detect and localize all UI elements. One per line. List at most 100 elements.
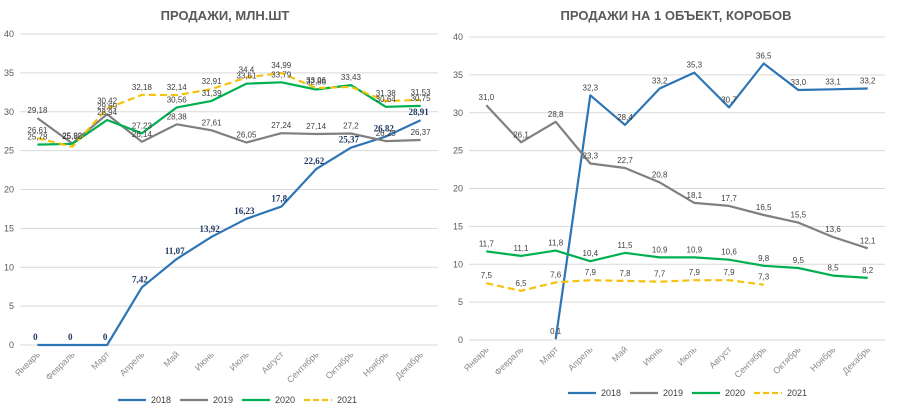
data-label: 27,14: [306, 122, 327, 131]
y-tick-label: 20: [4, 185, 14, 195]
data-label: 32,18: [132, 83, 153, 92]
y-tick-label: 25: [4, 146, 14, 156]
data-label: 16,23: [234, 206, 255, 216]
data-label: 30,42: [97, 96, 118, 105]
data-label: 26,1: [513, 130, 529, 139]
data-label: 13,6: [825, 225, 841, 234]
data-label: 8,5: [827, 264, 839, 273]
x-tick-label: Август: [707, 344, 733, 370]
data-label: 17,8: [271, 194, 287, 204]
x-tick-label: Июнь: [641, 344, 664, 367]
data-label: 33,2: [860, 77, 876, 86]
y-tick-label: 30: [4, 107, 14, 117]
y-tick-label: 20: [453, 184, 463, 194]
y-tick-label: 25: [453, 146, 463, 156]
data-label: 34,4: [239, 66, 255, 75]
data-label: 27,23: [132, 121, 153, 130]
data-label: 27,24: [271, 121, 292, 130]
series-line-2021: [37, 71, 421, 148]
data-label: 32,91: [202, 77, 223, 86]
x-tick-label: Март: [538, 344, 560, 366]
y-tick-label: 10: [453, 259, 463, 269]
data-label: 0: [33, 332, 38, 342]
y-tick-label: 15: [453, 221, 463, 231]
x-tick-label: Июль: [675, 344, 699, 368]
series-line-2019: [36, 113, 421, 145]
data-label: 16,5: [756, 203, 772, 212]
y-tick-label: 5: [9, 301, 14, 311]
data-label: 15,5: [791, 211, 807, 220]
data-label: 30,75: [411, 94, 432, 103]
data-label: 11,8: [548, 239, 564, 248]
x-tick-label: Май: [610, 344, 630, 364]
x-tick-label: Июнь: [193, 349, 216, 372]
data-label: 32,86: [306, 78, 327, 87]
data-label: 7,7: [654, 270, 666, 279]
data-label: 22,7: [617, 156, 633, 165]
x-tick-label: Декабрь: [393, 349, 425, 381]
data-label: 33,1: [825, 77, 841, 86]
data-label: 29,18: [27, 106, 48, 115]
data-label: 10,6: [721, 248, 737, 257]
x-tick-label: Апрель: [118, 349, 147, 378]
data-label: 10,9: [687, 245, 703, 254]
data-label: 26,14: [132, 130, 153, 139]
data-label: 28,94: [97, 108, 118, 117]
legend-label: 2018: [601, 388, 621, 398]
legend-label: 2021: [337, 395, 357, 405]
series-line-2020: [486, 249, 868, 279]
data-label: 8,2: [862, 266, 874, 275]
legend-label: 2020: [275, 395, 295, 405]
data-label: 20,8: [652, 170, 668, 179]
legend-label: 2019: [213, 395, 233, 405]
data-label: 11,1: [514, 244, 530, 253]
data-label: 26,82: [374, 123, 395, 133]
legend-label: 2021: [787, 388, 807, 398]
data-label: 7,3: [758, 273, 770, 282]
data-label: 27,61: [202, 118, 223, 127]
data-label: 33,06: [306, 76, 327, 85]
data-label: 17,7: [721, 194, 737, 203]
y-tick-label: 15: [4, 223, 14, 233]
y-tick-label: 40: [453, 32, 463, 42]
series-line-2018: [37, 119, 422, 347]
y-tick-label: 5: [458, 297, 463, 307]
legend-label: 2018: [151, 395, 171, 405]
data-label: 25,88: [62, 132, 83, 141]
x-tick-label: Декабрь: [840, 344, 872, 376]
x-tick-label: Август: [259, 349, 285, 375]
data-label: 7,9: [689, 268, 701, 277]
data-label: 13,92: [199, 224, 220, 234]
chart-sales-per-object: ПРОДАЖИ НА 1 ОБЪЕКТ, КОРОБОВ 0 5 10 15 20 25 3…: [453, 8, 885, 398]
data-label: 0,1: [550, 327, 562, 336]
x-tick-label: Февраль: [492, 344, 525, 377]
y-tick-label: 0: [9, 340, 14, 350]
y-tick-label: 40: [4, 29, 14, 39]
x-tick-label: Сентябрь: [732, 344, 768, 380]
data-label: 7,9: [585, 268, 597, 277]
chart-title: ПРОДАЖИ, МЛН.ШТ: [161, 8, 290, 23]
data-label: 7,5: [481, 271, 493, 280]
data-label: 35,3: [687, 61, 703, 70]
data-label: 31,53: [411, 88, 432, 97]
y-tick-label: 35: [4, 68, 14, 78]
data-label: 18,1: [687, 191, 703, 200]
data-label: 9,8: [758, 254, 770, 263]
data-label: 30,7: [721, 95, 737, 104]
data-label: 7,42: [132, 274, 148, 284]
legend-label: 2019: [663, 388, 683, 398]
x-tick-label: Июль: [228, 349, 252, 373]
series-line-2019: [485, 104, 869, 250]
data-label: 11,07: [165, 246, 185, 256]
data-label: 33,79: [271, 70, 292, 79]
data-label: 26,37: [411, 128, 432, 137]
data-label: 31,38: [376, 89, 397, 98]
data-label: 25,37: [339, 135, 360, 145]
x-tick-label: Октябрь: [771, 344, 803, 376]
data-label: 34,99: [271, 61, 292, 70]
data-label: 26,23: [376, 129, 397, 138]
data-label: 25,78: [27, 133, 48, 142]
data-label: 10,9: [652, 245, 668, 254]
data-label: 10,4: [583, 249, 599, 258]
